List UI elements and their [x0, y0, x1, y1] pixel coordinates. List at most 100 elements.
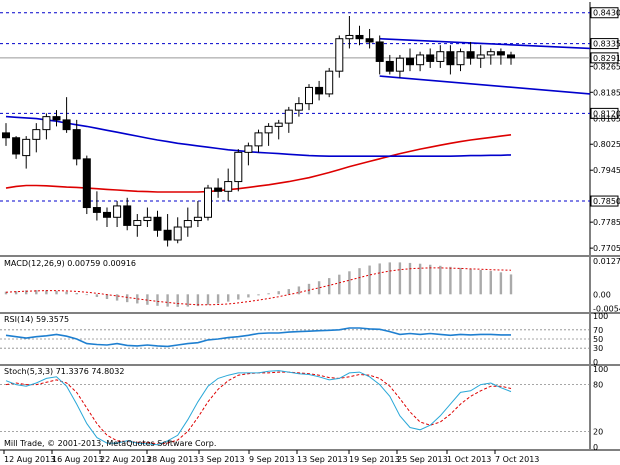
candle-body	[456, 51, 465, 66]
candle-body	[163, 229, 172, 241]
candle	[385, 54, 394, 75]
macd-bar	[408, 262, 412, 295]
candle	[82, 155, 91, 215]
footer-copyright: Mill Trade, © 2001-2013, MetaQuotes Soft…	[4, 439, 216, 448]
macd-bar	[186, 294, 189, 307]
candle	[294, 97, 303, 117]
candle-body	[345, 34, 354, 40]
candle	[92, 191, 101, 221]
candle	[153, 210, 162, 237]
macd-bar	[55, 290, 58, 295]
macd-bar	[499, 272, 503, 295]
stoch-panel[interactable]: 100 80 20 0 Stoch(5,3,3) 71.3376 74.8032 Mi…	[0, 365, 608, 452]
candle	[173, 217, 182, 244]
macd-label: MACD(12,26,9) 0.00759 0.00916	[4, 259, 136, 268]
stoch-tick-label: 20	[593, 427, 603, 436]
candle-body	[103, 211, 111, 218]
macd-bar	[267, 293, 270, 295]
candle-body	[244, 145, 253, 153]
candle	[406, 48, 414, 72]
candle	[305, 84, 313, 111]
x-tick-label: 16 Aug 2013	[52, 455, 103, 464]
macd-bar	[227, 294, 230, 302]
candle	[62, 97, 71, 133]
macd-bar	[509, 274, 513, 295]
rsi-label: RSI(14) 59.3575	[4, 315, 69, 324]
stoch-main-line	[5, 370, 512, 446]
macd-bar	[368, 265, 371, 295]
macd-panel[interactable]: 0.01277 0.00 -0.00546 MACD(12,26,9) 0.0075…	[4, 257, 620, 314]
candle	[284, 106, 293, 133]
macd-bar	[4, 291, 8, 295]
candle	[183, 207, 192, 237]
candle-body	[375, 41, 384, 62]
macd-bar	[247, 294, 250, 298]
candle	[224, 168, 233, 202]
candle	[325, 67, 334, 98]
channel-lower-line	[379, 75, 591, 95]
candle-body	[284, 109, 293, 124]
candle	[42, 113, 51, 140]
candle	[204, 184, 212, 221]
candle	[436, 45, 445, 68]
candle-body	[496, 51, 505, 56]
candle	[446, 45, 455, 75]
candle-body	[426, 54, 435, 62]
candle	[426, 48, 435, 68]
candle	[12, 136, 21, 159]
candle	[335, 35, 344, 78]
price-tick-label: 0.8265	[593, 62, 620, 71]
price-level-box	[590, 107, 619, 119]
candle-body	[153, 216, 162, 231]
candle-body	[32, 129, 41, 140]
macd-bar	[469, 268, 472, 295]
macd-bar	[277, 291, 280, 295]
candle	[486, 48, 495, 65]
macd-tick-label: 0.00	[593, 290, 611, 299]
macd-bar	[35, 290, 38, 295]
macd-bar	[328, 278, 331, 295]
candle-body	[12, 137, 21, 155]
candle-body	[305, 86, 313, 105]
candle	[456, 48, 465, 72]
macd-bar	[85, 294, 88, 296]
rsi-tick-label: 30	[593, 344, 603, 353]
price-tick-label: 0.7850	[593, 197, 620, 206]
macd-bar	[206, 294, 210, 305]
candle	[234, 149, 243, 192]
channel-upper-line	[379, 37, 591, 50]
macd-histogram	[4, 262, 513, 307]
candle-body	[254, 132, 263, 147]
macd-bar	[307, 283, 311, 295]
candle	[416, 51, 425, 72]
macd-bar	[176, 294, 179, 307]
macd-bar	[136, 294, 139, 304]
candle-body	[476, 54, 485, 59]
macd-bar	[105, 294, 109, 300]
price-level-box	[590, 38, 619, 50]
candle-body	[234, 151, 243, 183]
candle-body	[204, 187, 212, 218]
candle	[244, 142, 253, 166]
candle-body	[143, 216, 152, 222]
macd-bar	[297, 286, 301, 295]
candle-body	[416, 54, 425, 66]
macd-bar	[358, 268, 361, 295]
macd-bar	[348, 271, 351, 295]
candle	[72, 119, 81, 166]
candle-body	[92, 207, 101, 213]
macd-signal-line	[5, 267, 512, 306]
price-tick-label: 0.8430	[593, 9, 620, 18]
candle-body	[183, 220, 192, 228]
stoch-main	[5, 370, 512, 446]
ma-blue-line	[5, 115, 512, 157]
price-level-box	[590, 195, 619, 207]
candle-body	[123, 205, 132, 226]
macd-bar	[338, 274, 341, 295]
stoch-axis-ticks: 100 80 20 0	[593, 365, 608, 452]
macd-bar	[14, 291, 18, 295]
